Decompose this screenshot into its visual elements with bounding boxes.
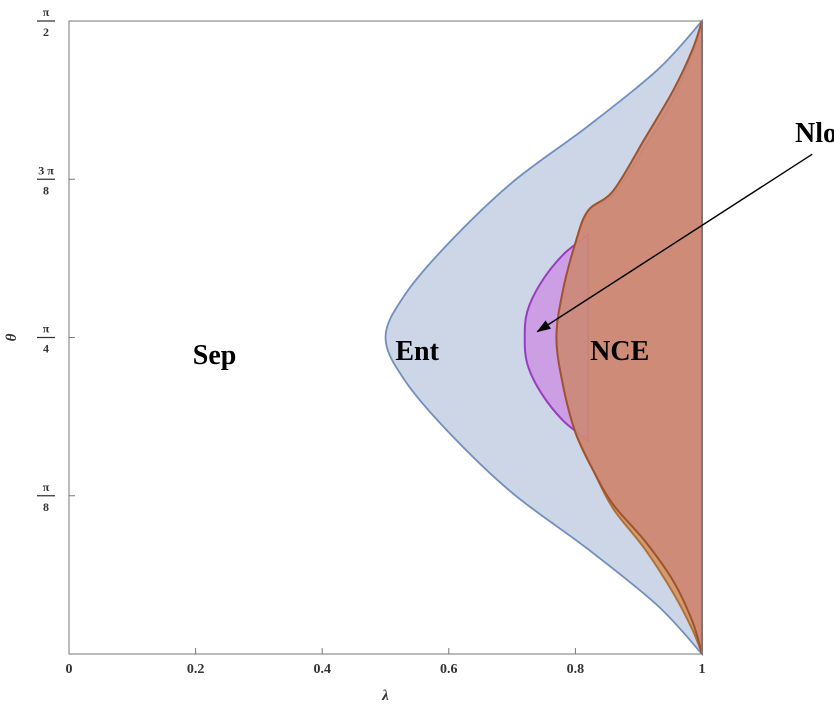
x-tick-label: 0	[66, 662, 73, 677]
y-tick-numerator: π	[43, 480, 50, 494]
x-tick-label: 1	[699, 662, 706, 677]
y-tick-denominator: 2	[43, 25, 49, 39]
x-tick-label: 0.4	[313, 662, 331, 677]
y-tick-denominator: 8	[43, 183, 49, 197]
nloc-arrow	[536, 153, 813, 333]
x-tick-label: 0.8	[567, 662, 585, 677]
annotations: Sep Ent NCE Nloc	[193, 118, 834, 371]
y-tick-numerator: π	[43, 5, 50, 19]
x-axis-title: λ	[381, 688, 389, 704]
x-axis-ticks: 0 0.2 0.4 0.6 0.8 1	[66, 648, 706, 677]
y-tick-numerator: π	[43, 322, 50, 336]
region-nce	[555, 20, 703, 655]
y-tick-denominator: 4	[43, 342, 49, 356]
label-nce: NCE	[590, 336, 649, 367]
y-axis-title: θ	[4, 333, 20, 341]
plot-regions	[384, 18, 703, 657]
y-tick-denominator: 8	[43, 500, 49, 514]
label-sep: Sep	[193, 340, 237, 371]
x-tick-label: 0.6	[440, 662, 458, 677]
x-tick-label: 0.2	[187, 662, 205, 677]
y-axis-ticks: π 8 π 4 3 π 8 π 2	[37, 5, 75, 514]
label-nloc: Nloc	[795, 118, 834, 149]
y-tick-numerator: 3 π	[38, 163, 54, 177]
label-ent: Ent	[395, 336, 439, 367]
